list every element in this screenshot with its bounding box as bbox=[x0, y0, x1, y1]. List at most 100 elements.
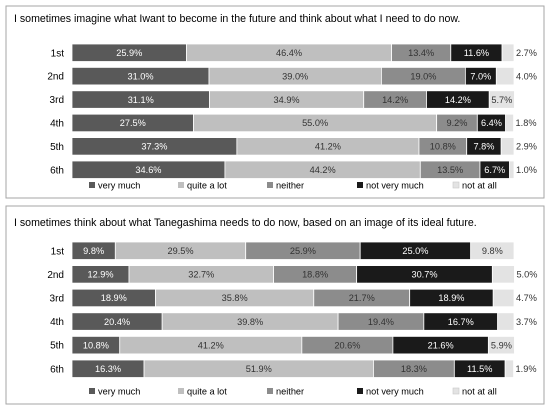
legend-swatch bbox=[89, 182, 95, 188]
category-label: 6th bbox=[50, 364, 64, 375]
data-label: 11.5% bbox=[467, 364, 492, 374]
data-label: 2.7% bbox=[516, 48, 537, 58]
legend-item: not very much bbox=[357, 387, 424, 397]
data-label: 14.2% bbox=[445, 95, 471, 105]
data-label: 51.9% bbox=[246, 364, 272, 374]
data-label: 4.7% bbox=[516, 293, 537, 303]
bar-row: 20.4% 39.8% 19.4% 16.7% 3.7% bbox=[71, 312, 537, 331]
legend-swatch bbox=[267, 182, 273, 188]
category-label: 2nd bbox=[47, 270, 64, 281]
data-label: 9.8% bbox=[83, 246, 104, 256]
legend-item: very much bbox=[89, 181, 140, 191]
data-label: 21.7% bbox=[349, 293, 375, 303]
data-label: 18.9% bbox=[101, 293, 127, 303]
bar-segment bbox=[500, 137, 515, 156]
legend-item: neither bbox=[267, 387, 304, 397]
bar-segment bbox=[505, 113, 514, 133]
legend-swatch bbox=[178, 388, 184, 394]
category-label: 3rd bbox=[50, 293, 64, 304]
data-label: 3.7% bbox=[516, 317, 537, 327]
data-label: 2.9% bbox=[516, 142, 537, 152]
data-label: 31.1% bbox=[128, 95, 154, 105]
legend-item: quite a lot bbox=[178, 387, 227, 397]
category-label: 1st bbox=[51, 48, 65, 59]
bar-row: 25.9% 46.4% 13.4% 11.6% 2.7% bbox=[71, 43, 537, 62]
bar-segment bbox=[497, 312, 515, 331]
data-label: 20.4% bbox=[104, 317, 130, 327]
bar-row: 18.9% 35.8% 21.7% 18.9% 4.7% bbox=[71, 288, 537, 308]
legend-swatch bbox=[452, 181, 460, 189]
bar-segment bbox=[488, 90, 515, 109]
data-label: 37.3% bbox=[141, 142, 167, 152]
bar-row: 31.0% 39.0% 19.0% 7.0% 4.0% bbox=[71, 67, 537, 86]
data-label: 6.7% bbox=[484, 165, 505, 175]
data-label: 18.3% bbox=[401, 364, 427, 374]
data-label: 5.9% bbox=[491, 340, 512, 350]
legend-label: not at all bbox=[462, 181, 497, 191]
legend-swatch bbox=[357, 182, 363, 188]
data-label: 41.2% bbox=[198, 340, 224, 350]
chart-2: I sometimes think about what Tanegashima… bbox=[5, 205, 545, 405]
bar-segment bbox=[491, 265, 515, 284]
bar-segment bbox=[504, 359, 514, 378]
data-label: 34.6% bbox=[135, 165, 161, 175]
data-label: 5.7% bbox=[491, 95, 512, 105]
data-label: 39.8% bbox=[237, 317, 263, 327]
legend-swatch bbox=[452, 387, 460, 395]
data-label: 1.0% bbox=[516, 165, 537, 175]
data-label: 13.5% bbox=[437, 165, 463, 175]
data-label: 11.6% bbox=[464, 48, 489, 58]
category-label: 4th bbox=[50, 118, 64, 129]
bar-row: 31.1% 34.9% 14.2% 14.2% 5.7% bbox=[71, 90, 515, 109]
data-label: 19.0% bbox=[410, 71, 436, 81]
data-label: 46.4% bbox=[276, 48, 302, 58]
bar-segment bbox=[492, 288, 515, 308]
data-label: 25.9% bbox=[290, 246, 316, 256]
data-label: 5.0% bbox=[516, 270, 537, 280]
data-label: 31.0% bbox=[127, 71, 153, 81]
data-label: 30.7% bbox=[411, 270, 437, 280]
legend-item: not at all bbox=[452, 181, 497, 191]
data-label: 44.2% bbox=[310, 165, 336, 175]
legend-label: very much bbox=[98, 387, 140, 397]
legend-swatch bbox=[357, 388, 363, 394]
data-label: 1.8% bbox=[516, 118, 537, 128]
category-label: 4th bbox=[50, 317, 64, 328]
data-label: 7.0% bbox=[470, 71, 491, 81]
data-label: 35.8% bbox=[222, 293, 248, 303]
data-label: 12.9% bbox=[87, 270, 113, 280]
category-label: 3rd bbox=[50, 95, 64, 106]
data-label: 19.4% bbox=[368, 317, 394, 327]
bar-row: 10.8% 41.2% 20.6% 21.6% 5.9% bbox=[71, 335, 515, 355]
legend-item: not at all bbox=[452, 387, 497, 397]
legend-label: not very much bbox=[366, 181, 424, 191]
category-label: 6th bbox=[50, 165, 64, 176]
data-label: 9.2% bbox=[447, 118, 468, 128]
data-label: 16.3% bbox=[95, 364, 121, 374]
bar-segment bbox=[501, 43, 515, 62]
chart-title: I sometimes think about what Tanegashima… bbox=[14, 217, 477, 229]
legend-item: very much bbox=[89, 387, 140, 397]
legend-label: quite a lot bbox=[187, 387, 227, 397]
category-label: 5th bbox=[50, 142, 64, 153]
data-label: 39.0% bbox=[282, 71, 308, 81]
data-label: 14.2% bbox=[382, 95, 408, 105]
legend-item: not very much bbox=[357, 181, 424, 191]
data-label: 29.5% bbox=[167, 246, 193, 256]
bar-row: 37.3% 41.2% 10.8% 7.8% 2.9% bbox=[71, 137, 537, 156]
data-label: 18.9% bbox=[438, 293, 464, 303]
category-label: 5th bbox=[50, 341, 64, 352]
legend: very much quite a lot neither not very much… bbox=[89, 181, 497, 191]
data-label: 13.4% bbox=[408, 48, 434, 58]
legend-label: neither bbox=[276, 387, 304, 397]
bar-segment bbox=[470, 241, 515, 260]
bar-row: 16.3% 51.9% 18.3% 11.5% 1.9% bbox=[71, 359, 537, 378]
bar-segment bbox=[487, 335, 515, 355]
category-label: 2nd bbox=[47, 72, 64, 83]
data-label: 18.8% bbox=[302, 270, 328, 280]
bar-segment bbox=[509, 160, 515, 179]
legend: very much quite a lot neither not very much… bbox=[89, 387, 497, 397]
data-label: 55.0% bbox=[302, 118, 328, 128]
legend-label: very much bbox=[98, 181, 140, 191]
